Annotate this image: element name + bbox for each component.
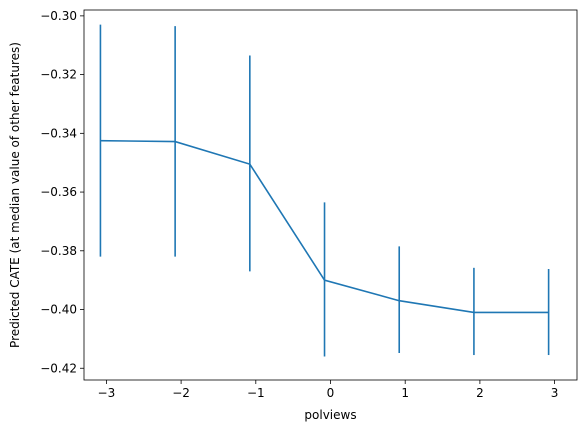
x-tick-label: 3 [551,386,559,400]
y-tick-label: −0.42 [40,361,77,375]
plot-frame [83,9,578,381]
x-tick-label: −1 [247,386,265,400]
y-axis: −0.42 −0.40 −0.38 −0.36 −0.34 −0.32 −0.30 [40,9,84,375]
y-tick-label: −0.36 [40,185,77,199]
x-axis: −3 −2 −1 0 1 2 3 [98,380,559,400]
x-tick-label: 1 [401,386,409,400]
plot-area [99,24,550,357]
x-tick-label: 2 [476,386,484,400]
x-axis-label: polviews [304,408,356,422]
y-tick-label: −0.34 [40,126,77,140]
y-tick-label: −0.32 [40,68,77,82]
y-tick-label: −0.40 [40,303,77,317]
x-tick-label: −2 [172,386,190,400]
y-axis-label: Predicted CATE (at median value of other… [8,42,22,348]
y-tick-label: −0.30 [40,9,77,23]
x-tick-label: 0 [327,386,335,400]
x-tick-label: −3 [98,386,116,400]
y-tick-label: −0.38 [40,244,77,258]
